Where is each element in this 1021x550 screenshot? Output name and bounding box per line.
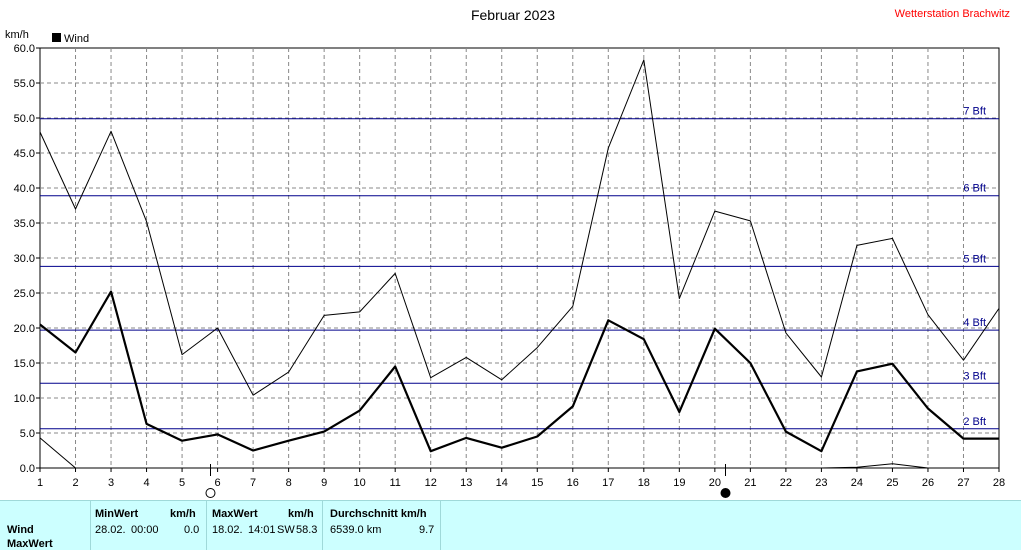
row-label-wind: Wind (7, 524, 34, 536)
y-tick-label: 20.0 (14, 323, 35, 335)
moon-phases (205, 464, 731, 498)
series-lines (39, 59, 1000, 469)
series-line-gust (39, 59, 1000, 396)
x-tick-label: 16 (567, 477, 579, 489)
wind-chart: Februar 2023 Wetterstation Brachwitz km/… (5, 7, 1010, 498)
grid (39, 47, 1000, 469)
beaufort-label: 4 Bft (963, 317, 986, 329)
avg-header: Durchschnitt km/h (330, 508, 427, 520)
y-tick-label: 55.0 (14, 78, 35, 90)
x-tick-label: 5 (179, 477, 185, 489)
separator (90, 501, 91, 550)
x-tick-label: 8 (286, 477, 292, 489)
x-tick-label: 15 (531, 477, 543, 489)
y-tick-label: 25.0 (14, 288, 35, 300)
separator (322, 501, 323, 550)
max-date: 18.02. (212, 524, 243, 536)
legend-label: Wind (64, 33, 89, 45)
separator (440, 501, 441, 550)
x-tick-label: 23 (815, 477, 827, 489)
y-tick-label: 0.0 (20, 463, 35, 475)
summary-panel: Wind MaxWert MinWert km/h 28.02. 00:00 0… (0, 500, 1021, 550)
x-tick-label: 12 (425, 477, 437, 489)
y-axis: 0.0 5.0 10.0 15.0 20.0 25.0 30.0 35.0 40.0 45.0 50… (14, 43, 40, 475)
station-name: Wetterstation Brachwitz (895, 8, 1010, 20)
x-tick-label: 17 (602, 477, 614, 489)
beaufort-label: 3 Bft (963, 370, 986, 382)
y-tick-label: 45.0 (14, 148, 35, 160)
y-tick-label: 10.0 (14, 393, 35, 405)
y-tick-label: 30.0 (14, 253, 35, 265)
x-tick-label: 28 (993, 477, 1005, 489)
min-time: 00:00 (131, 524, 159, 536)
x-tick-label: 2 (72, 477, 78, 489)
series-line-minimum (39, 437, 929, 469)
x-tick-label: 1 (37, 477, 43, 489)
y-tick-label: 5.0 (20, 428, 35, 440)
avg-value: 9.7 (419, 524, 435, 536)
beaufort-label: 5 Bft (963, 253, 986, 265)
x-axis: 1 2 3 4 5 6 7 8 9 10 11 12 13 14 15 16 17 18 19 20 21 22 23 24 2… (37, 468, 1005, 489)
x-tick-label: 7 (250, 477, 256, 489)
x-tick-label: 21 (744, 477, 756, 489)
y-tick-label: 15.0 (14, 358, 35, 370)
x-tick-label: 3 (108, 477, 114, 489)
x-tick-label: 6 (215, 477, 221, 489)
beaufort-label: 7 Bft (963, 106, 986, 118)
beaufort-label: 2 Bft (963, 416, 986, 428)
full-moon-icon (205, 488, 216, 498)
new-moon-icon (720, 488, 731, 498)
x-tick-label: 25 (886, 477, 898, 489)
series-line-average (39, 290, 999, 453)
beaufort-label: 6 Bft (963, 183, 986, 195)
row-label-maxwert: MaxWert (7, 538, 53, 550)
x-tick-label: 11 (389, 477, 400, 489)
max-header: MaxWert (212, 508, 258, 520)
min-date: 28.02. (95, 524, 126, 536)
x-tick-label: 26 (922, 477, 934, 489)
y-tick-label: 40.0 (14, 183, 35, 195)
max-direction: SW (277, 524, 295, 536)
max-time: 14:01 (248, 524, 276, 536)
x-tick-label: 13 (460, 477, 472, 489)
x-tick-label: 14 (496, 477, 508, 489)
x-tick-label: 22 (780, 477, 792, 489)
y-tick-label: 50.0 (14, 113, 35, 125)
x-tick-label: 9 (321, 477, 327, 489)
y-tick-label: 60.0 (14, 43, 35, 55)
x-tick-label: 27 (957, 477, 969, 489)
min-header: MinWert (95, 508, 139, 520)
chart-title: Februar 2023 (471, 7, 555, 23)
separator (206, 501, 207, 550)
avg-distance: 6539.0 km (330, 524, 382, 536)
x-tick-label: 18 (638, 477, 650, 489)
y-axis-unit: km/h (5, 29, 29, 41)
beaufort-lines: 2 Bft 3 Bft 4 Bft 5 Bft 6 Bft 7 Bft (40, 106, 999, 430)
x-tick-label: 4 (143, 477, 149, 489)
max-value: 58.3 (296, 524, 318, 536)
x-tick-label: 19 (673, 477, 685, 489)
x-tick-label: 20 (709, 477, 721, 489)
x-tick-label: 24 (851, 477, 863, 489)
x-tick-label: 10 (354, 477, 366, 489)
legend-swatch (52, 33, 61, 42)
min-value: 0.0 (184, 524, 200, 536)
min-unit: km/h (170, 508, 196, 520)
max-unit: km/h (288, 508, 314, 520)
y-tick-label: 35.0 (14, 218, 35, 230)
